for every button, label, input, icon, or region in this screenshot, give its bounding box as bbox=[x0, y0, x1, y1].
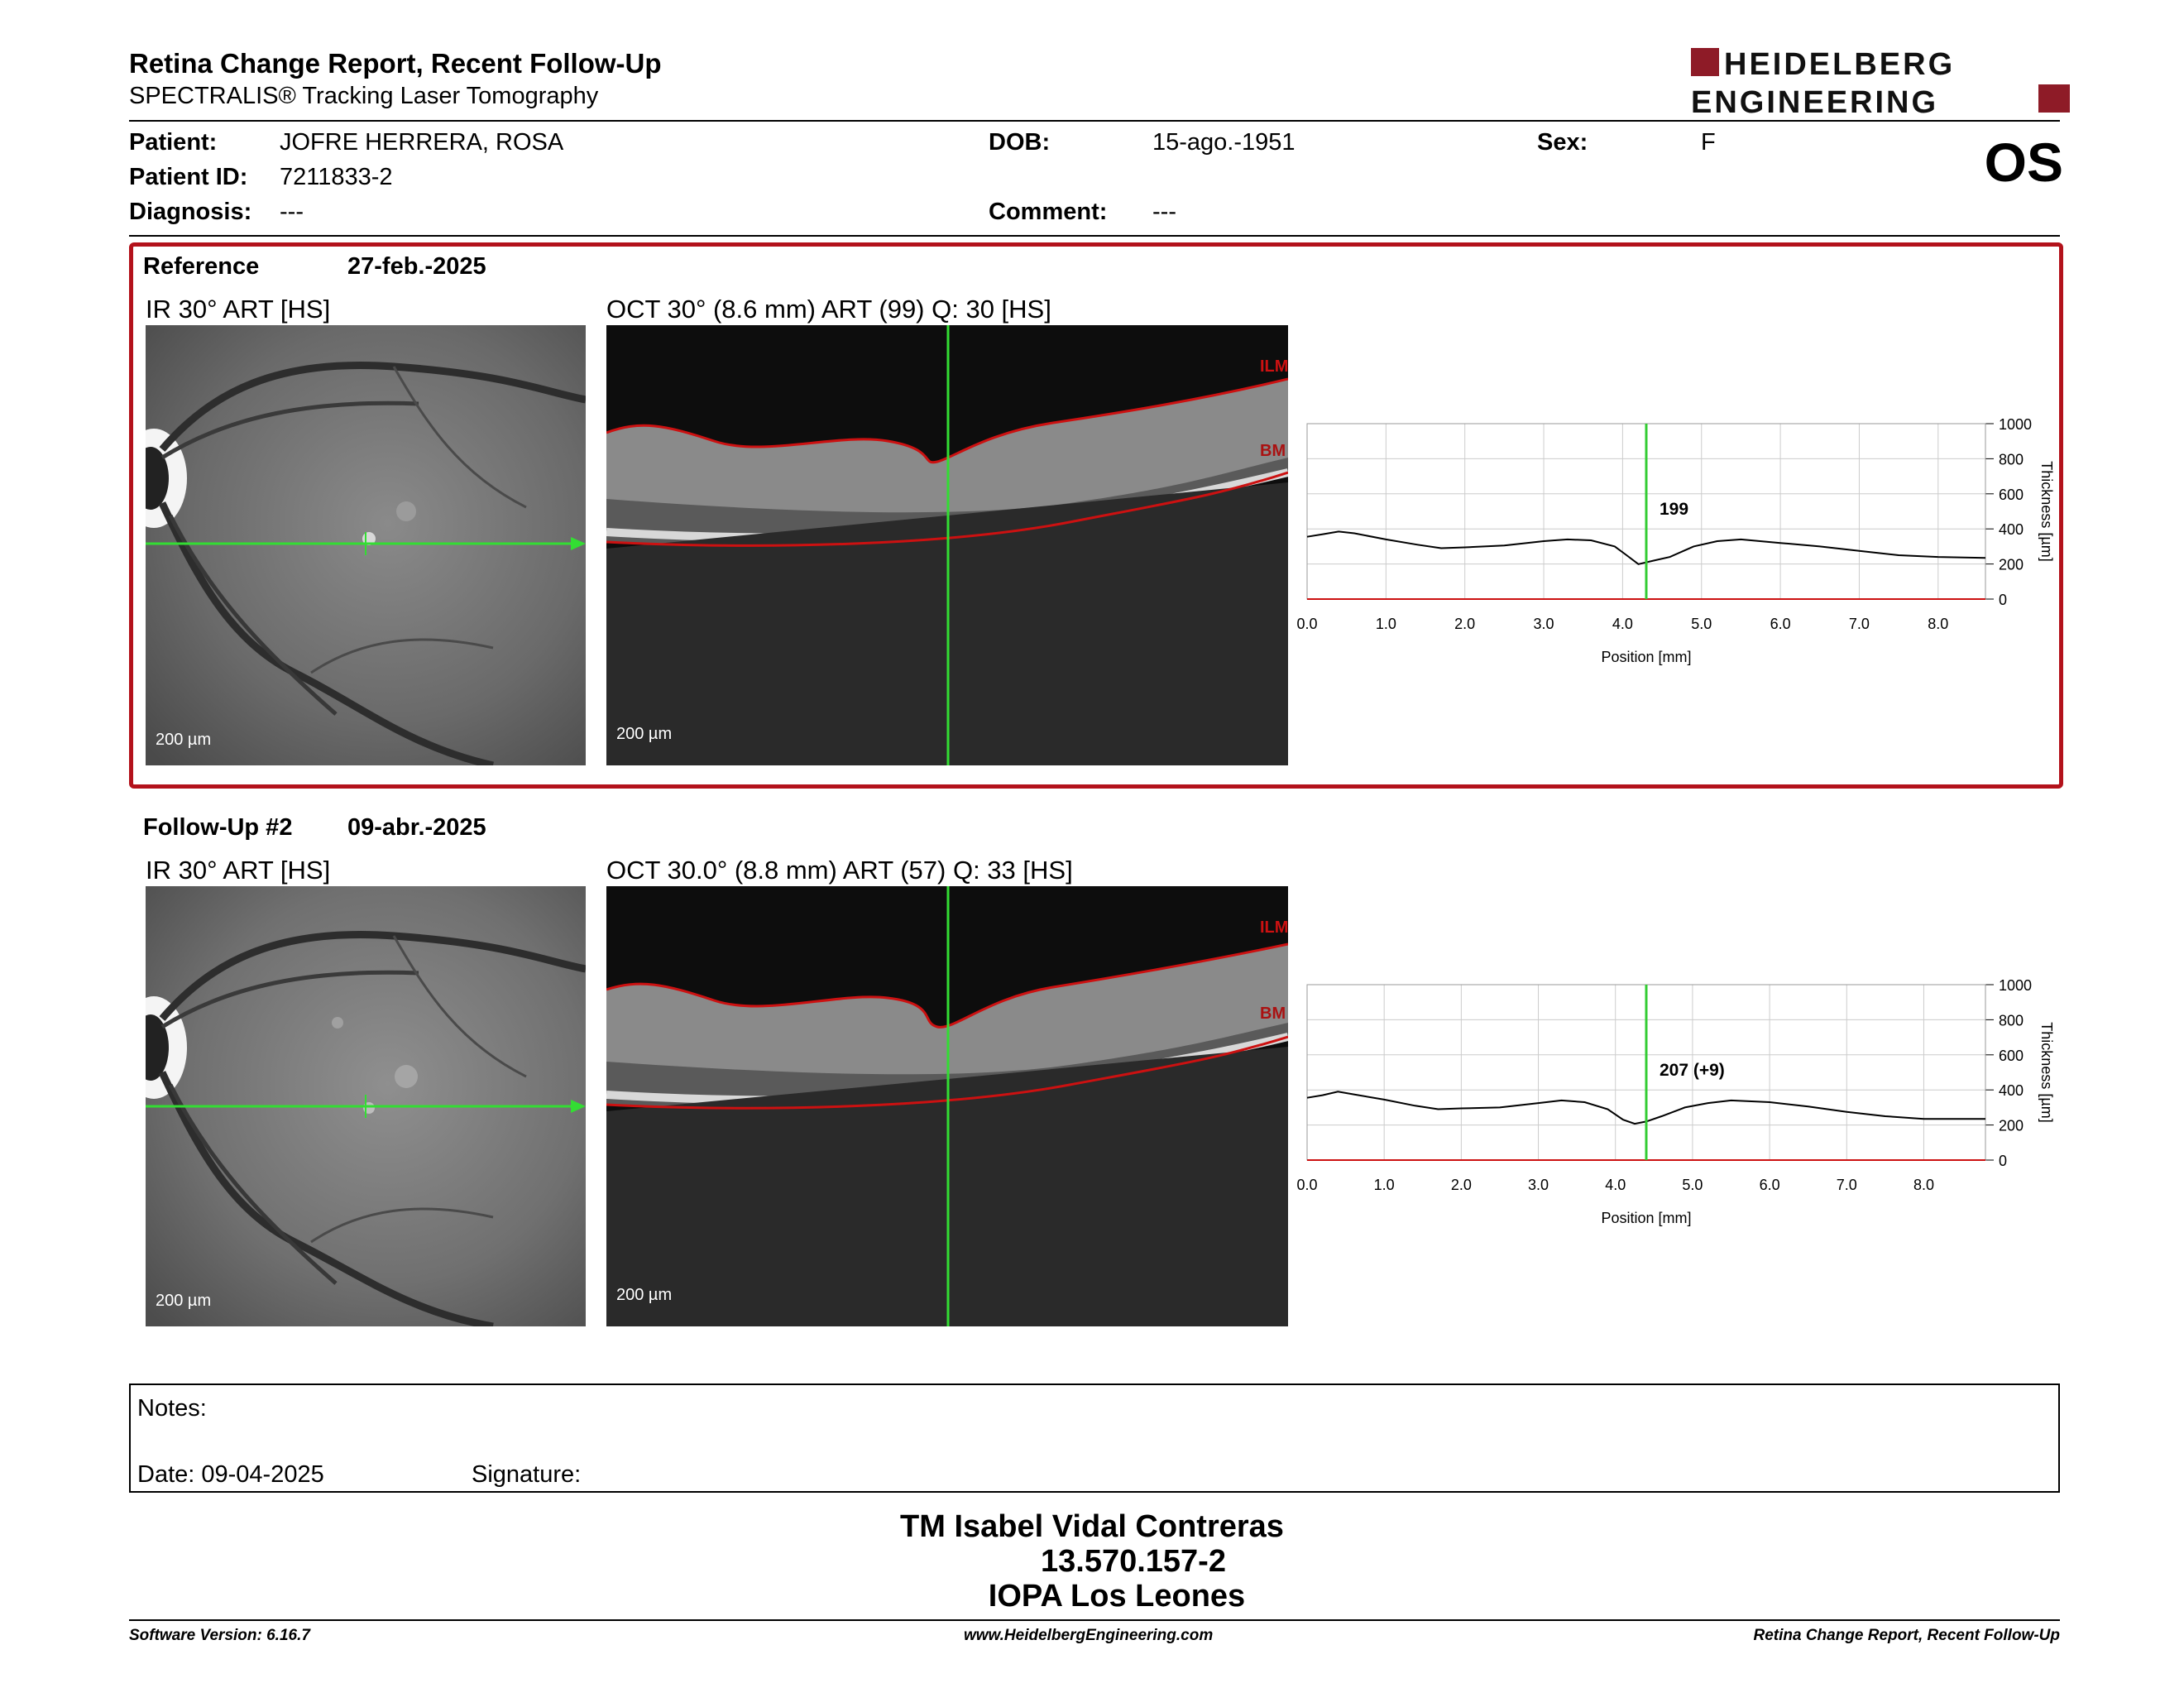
x-tick-label: 8.0 bbox=[1928, 616, 1948, 632]
x-axis-label: Position [mm] bbox=[1601, 1210, 1691, 1226]
reference-ir-label: IR 30° ART [HS] bbox=[146, 295, 331, 324]
dob-label: DOB: bbox=[989, 129, 1051, 156]
cursor-value-label: 207 (+9) bbox=[1660, 1061, 1725, 1080]
x-tick-label: 7.0 bbox=[1837, 1177, 1857, 1193]
reference-oct-scale: 200 µm bbox=[616, 725, 673, 743]
y-tick-label: 800 bbox=[1999, 451, 2024, 468]
followup-oct-scale: 200 µm bbox=[616, 1286, 673, 1304]
x-tick-label: 0.0 bbox=[1296, 1177, 1317, 1193]
followup-thickness-chart: 0.0 1.0 2.0 3.0 4.0 5.0 6.0 7.0 8.0 0 200 400 600 800… bbox=[1296, 977, 2055, 1226]
reference-thickness-chart: 0.0 1.0 2.0 3.0 4.0 5.0 6.0 7.0 8.0 0 200 400 600 800… bbox=[1296, 416, 2055, 665]
followup-oct-label: OCT 30.0° (8.8 mm) ART (57) Q: 33 [HS] bbox=[606, 856, 1073, 885]
reference-bm-label: BM bbox=[1260, 442, 1286, 460]
x-tick-label: 8.0 bbox=[1913, 1177, 1934, 1193]
header-divider bbox=[129, 120, 2060, 122]
y-tick-label: 200 bbox=[1999, 1118, 2024, 1134]
signature-label: Signature: bbox=[472, 1461, 582, 1488]
y-tick-label: 800 bbox=[1999, 1012, 2024, 1029]
notes-label: Notes: bbox=[137, 1395, 207, 1422]
x-tick-label: 5.0 bbox=[1682, 1177, 1703, 1193]
thickness-line bbox=[1306, 530, 1986, 565]
y-axis-label: Thickness [µm] bbox=[2038, 1022, 2055, 1122]
x-axis-label: Position [mm] bbox=[1601, 649, 1691, 665]
sex-value: F bbox=[1701, 129, 1716, 156]
y-tick-label: 0 bbox=[1999, 1153, 2007, 1169]
y-tick-label: 1000 bbox=[1999, 977, 2032, 994]
patient-label: Patient: bbox=[129, 129, 218, 156]
report-title: Retina Change Report, Recent Follow-Up bbox=[129, 48, 662, 79]
eye-indicator: OS bbox=[1984, 132, 2063, 193]
y-tick-label: 600 bbox=[1999, 1048, 2024, 1064]
signer-institution: IOPA Los Leones bbox=[988, 1579, 1246, 1614]
reference-date: 27-feb.-2025 bbox=[347, 253, 486, 280]
reference-ilm-label: ILM bbox=[1260, 357, 1288, 376]
software-version: Software Version: 6.16.7 bbox=[129, 1627, 310, 1644]
report-subtitle: SPECTRALIS® Tracking Laser Tomography bbox=[129, 83, 599, 109]
x-tick-label: 3.0 bbox=[1528, 1177, 1549, 1193]
patient-name: JOFRE HERRERA, ROSA bbox=[280, 129, 564, 156]
y-tick-label: 1000 bbox=[1999, 416, 2032, 433]
notes-box: Notes: Date: 09-04-2025 Signature: bbox=[129, 1383, 2060, 1493]
followup-ir-image: 200 µm bbox=[146, 886, 586, 1326]
followup-label: Follow-Up #2 bbox=[143, 814, 293, 841]
notes-date: Date: 09-04-2025 bbox=[137, 1461, 324, 1488]
patient-divider bbox=[129, 235, 2060, 237]
diagnosis-value: --- bbox=[280, 199, 304, 225]
y-tick-label: 200 bbox=[1999, 557, 2024, 573]
reference-oct-label: OCT 30° (8.6 mm) ART (99) Q: 30 [HS] bbox=[606, 295, 1051, 324]
reference-label: Reference bbox=[143, 253, 260, 280]
x-tick-label: 7.0 bbox=[1849, 616, 1870, 632]
x-tick-label: 1.0 bbox=[1376, 616, 1396, 632]
y-tick-label: 400 bbox=[1999, 1082, 2024, 1099]
heidelberg-logo: HEIDELBERG ENGINEERING bbox=[1691, 46, 2071, 120]
followup-ilm-label: ILM bbox=[1260, 918, 1288, 937]
reference-ir-scale: 200 µm bbox=[156, 731, 212, 749]
website-link[interactable]: www.HeidelbergEngineering.com bbox=[964, 1627, 1214, 1644]
x-tick-label: 0.0 bbox=[1296, 616, 1317, 632]
diagnosis-label: Diagnosis: bbox=[129, 199, 252, 225]
logo-text-1: HEIDELBERG bbox=[1724, 47, 1955, 82]
x-tick-label: 6.0 bbox=[1760, 1177, 1780, 1193]
comment-label: Comment: bbox=[989, 199, 1108, 225]
thickness-line bbox=[1306, 1091, 1985, 1125]
logo-text-2: ENGINEERING bbox=[1691, 85, 1938, 116]
reference-ir-image: 200 µm bbox=[146, 325, 586, 765]
y-axis-label: Thickness [µm] bbox=[2038, 461, 2055, 561]
reference-panel bbox=[129, 242, 2063, 789]
patient-id-label: Patient ID: bbox=[129, 164, 248, 190]
followup-ir-scale: 200 µm bbox=[156, 1292, 212, 1310]
comment-value: --- bbox=[1152, 199, 1176, 225]
patient-id: 7211833-2 bbox=[280, 164, 393, 190]
x-tick-label: 3.0 bbox=[1534, 616, 1554, 632]
x-tick-label: 4.0 bbox=[1605, 1177, 1626, 1193]
footer-divider bbox=[129, 1619, 2060, 1621]
cursor-value-label: 199 bbox=[1660, 500, 1688, 519]
reference-oct-image: ILM BM 200 µm bbox=[606, 325, 1288, 765]
y-tick-label: 0 bbox=[1999, 592, 2007, 608]
sex-label: Sex: bbox=[1537, 129, 1588, 156]
dob-value: 15-ago.-1951 bbox=[1152, 129, 1296, 156]
x-tick-label: 6.0 bbox=[1770, 616, 1791, 632]
followup-ir-label: IR 30° ART [HS] bbox=[146, 856, 331, 885]
x-tick-label: 2.0 bbox=[1451, 1177, 1472, 1193]
x-tick-label: 4.0 bbox=[1612, 616, 1633, 632]
signer-name: TM Isabel Vidal Contreras bbox=[900, 1509, 1284, 1544]
followup-bm-label: BM bbox=[1260, 1005, 1286, 1023]
x-tick-label: 2.0 bbox=[1454, 616, 1475, 632]
followup-oct-image: ILM BM 200 µm bbox=[606, 886, 1288, 1326]
footer-report-name: Retina Change Report, Recent Follow-Up bbox=[1753, 1627, 2060, 1644]
x-tick-label: 5.0 bbox=[1691, 616, 1712, 632]
followup-date: 09-abr.-2025 bbox=[347, 814, 486, 841]
signer-id: 13.570.157-2 bbox=[1041, 1544, 1226, 1579]
y-tick-label: 400 bbox=[1999, 521, 2024, 538]
y-tick-label: 600 bbox=[1999, 487, 2024, 503]
x-tick-label: 1.0 bbox=[1374, 1177, 1395, 1193]
